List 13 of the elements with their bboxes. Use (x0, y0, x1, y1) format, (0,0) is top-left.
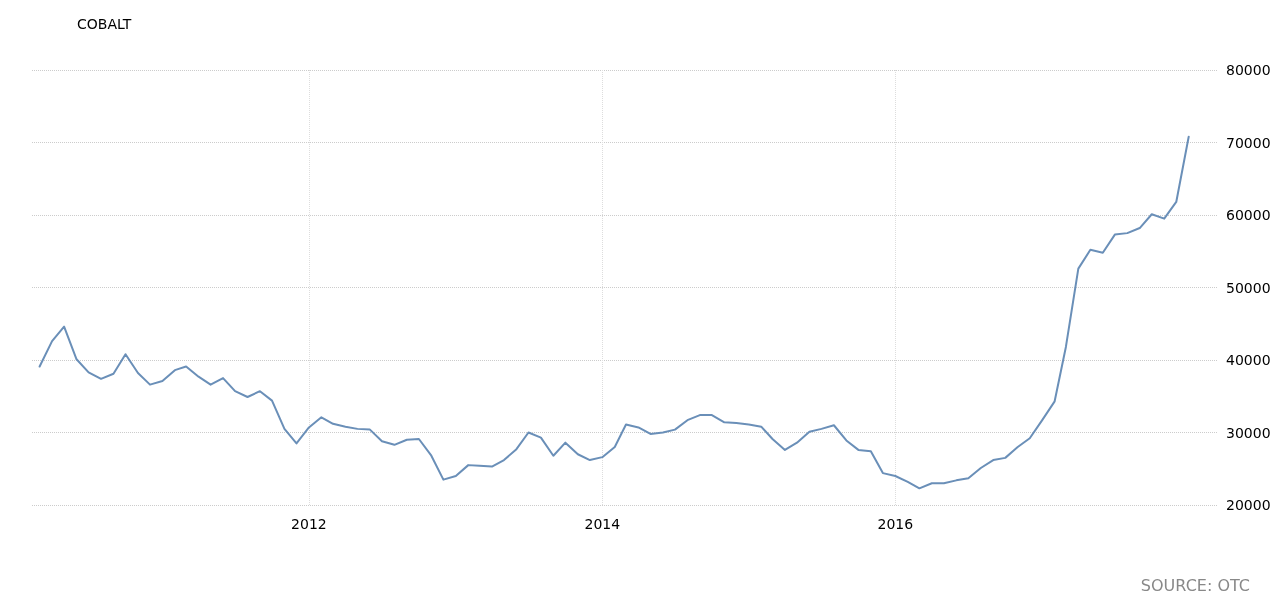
source-note: SOURCE: OTC (1140, 575, 1250, 595)
x-tick-label: 2014 (584, 516, 621, 532)
x-tick-label: 2012 (291, 516, 327, 532)
y-tick-label: 30000 (1226, 424, 1271, 441)
x-tick-label: 2016 (877, 516, 914, 532)
y-tick-label: 60000 (1226, 207, 1271, 223)
y-tick-label: 80000 (1226, 62, 1271, 78)
y-tick-label: 40000 (1226, 352, 1271, 368)
y-tick-label: 50000 (1226, 279, 1271, 296)
y-tick-label: 70000 (1226, 134, 1271, 151)
y-tick-label: 20000 (1226, 497, 1271, 513)
line-series (38, 135, 1190, 490)
chart-title: COBALT (77, 16, 132, 32)
